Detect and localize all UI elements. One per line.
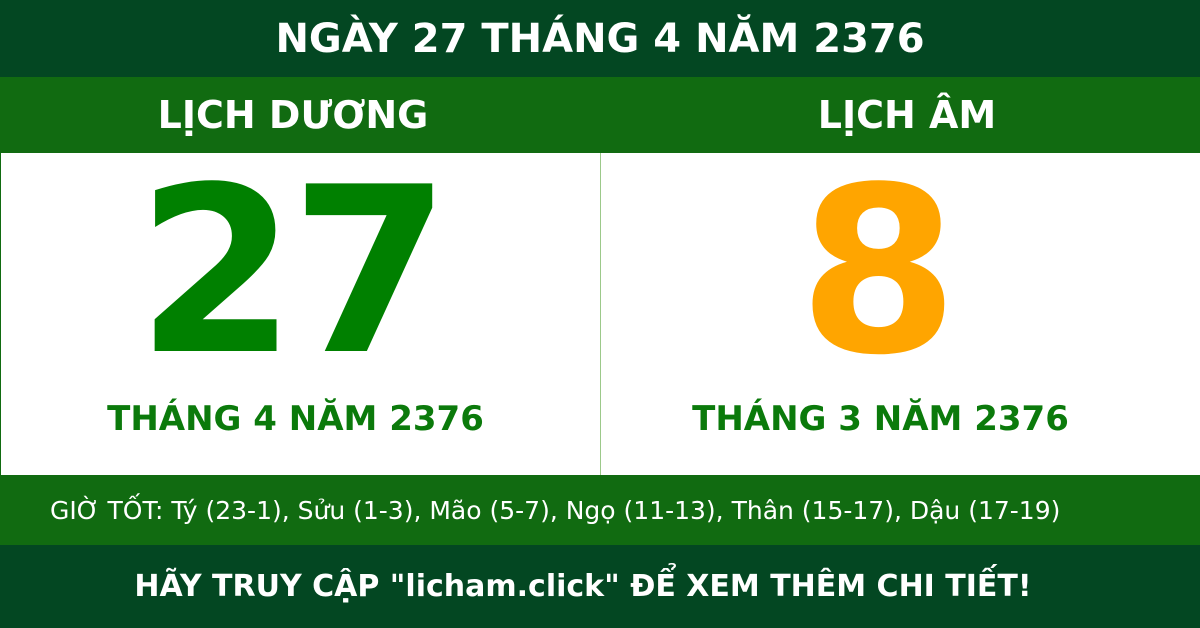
calendar-body: 27 THÁNG 4 NĂM 2376 8 THÁNG 3 NĂM 2376 xyxy=(0,153,1200,475)
good-hours: GIỜ TỐT: Tý (23-1), Sửu (1-3), Mão (5-7)… xyxy=(0,475,1200,545)
solar-month-year: THÁNG 4 NĂM 2376 xyxy=(107,399,484,439)
solar-calendar-label: LỊCH DƯƠNG xyxy=(157,93,429,137)
footer-call-to-action: HÃY TRUY CẬP "licham.click" ĐỂ XEM THÊM … xyxy=(0,545,1200,628)
calendar-headers: LỊCH DƯƠNG LỊCH ÂM xyxy=(0,77,1200,153)
solar-day: 27 xyxy=(136,139,450,406)
page-title: NGÀY 27 THÁNG 4 NĂM 2376 xyxy=(0,0,1200,77)
lunar-month-year: THÁNG 3 NĂM 2376 xyxy=(692,399,1069,439)
lunar-calendar-label: LỊCH ÂM xyxy=(817,93,997,137)
lunar-column: 8 THÁNG 3 NĂM 2376 xyxy=(601,153,1200,475)
solar-column: 27 THÁNG 4 NĂM 2376 xyxy=(1,153,601,475)
lunar-day: 8 xyxy=(798,139,958,406)
